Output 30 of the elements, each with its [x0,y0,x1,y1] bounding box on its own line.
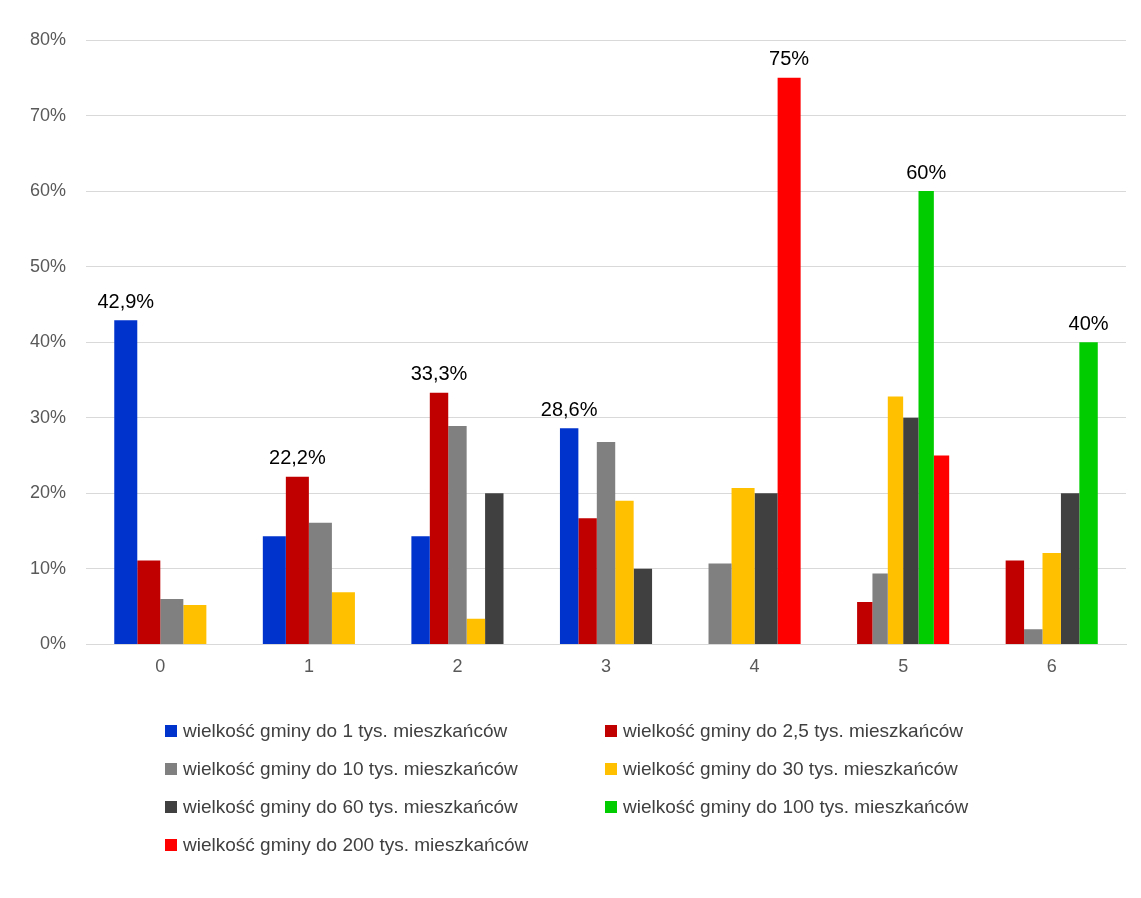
y-tick-label: 50% [30,255,67,276]
x-tick-label: 1 [303,656,314,677]
data-label: 33,3% [410,362,468,385]
legend-label: wielkość gminy do 200 tys. mieszkańców [183,834,529,856]
data-label: 22,2% [269,446,326,469]
y-tick-label: 60% [30,180,67,201]
legend-label: wielkość gminy do 1 tys. mieszkańców [183,720,508,742]
y-tick-label: 30% [30,406,67,427]
y-tick-label: 40% [30,331,67,352]
y-tick-label: 10% [30,557,67,578]
x-tick-label: 4 [749,656,760,677]
legend-label: wielkość gminy do 60 tys. mieszkańców [183,796,518,818]
legend-label: wielkość gminy do 10 tys. mieszkańców [183,758,518,780]
data-label: 75% [769,47,810,70]
legend-label: wielkość gminy do 100 tys. mieszkańców [623,796,969,818]
x-tick-label: 5 [898,656,909,677]
y-tick-label: 0% [40,633,67,654]
x-tick-label: 0 [155,656,166,677]
x-tick-label: 3 [601,656,612,677]
legend-label: wielkość gminy do 30 tys. mieszkańców [623,758,958,780]
data-label: 42,9% [97,289,155,312]
data-label: 40% [1068,311,1109,334]
legend-label: wielkość gminy do 2,5 tys. mieszkańców [623,720,964,742]
y-tick-label: 70% [30,104,67,125]
x-tick-label: 2 [452,656,463,677]
data-label: 28,6% [540,397,598,420]
data-label: 60% [906,160,947,183]
x-tick-label: 6 [1046,656,1057,677]
y-tick-label: 20% [30,482,67,503]
y-tick-label: 80% [30,28,67,49]
